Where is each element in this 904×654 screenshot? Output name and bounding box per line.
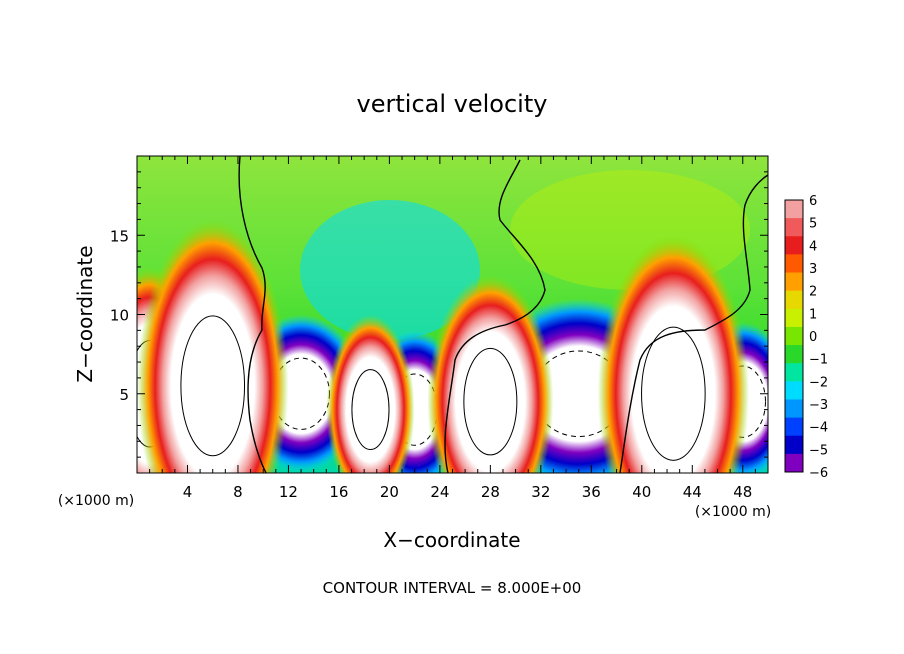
y-tick-label: 5 (119, 386, 129, 404)
updraft-cell (597, 235, 750, 473)
colorbar-swatch (785, 272, 803, 292)
colorbar-swatch (785, 290, 803, 310)
contour-interval-note: CONTOUR INTERVAL = 8.000E+00 (323, 579, 582, 597)
x-axis-label: X−coordinate (383, 528, 520, 552)
colorbar-frame (784, 199, 804, 473)
upper-blue-plume (300, 200, 480, 340)
colorbar-swatch (785, 308, 803, 328)
x-units-left: (×1000 m) (58, 493, 134, 509)
zero-contour-line (238, 156, 267, 473)
x-tick-label: 24 (430, 483, 449, 501)
colorbar-tick-label: 1 (809, 307, 817, 322)
updraft-cell (326, 314, 415, 473)
x-tick-label: 32 (531, 483, 550, 501)
colorbar-tick-label: −1 (809, 353, 828, 368)
colorbar-tick-label: 2 (809, 285, 817, 300)
y-tick-label: 15 (110, 227, 129, 245)
x-tick-label: 4 (183, 483, 193, 501)
x-tick-label: 20 (380, 483, 399, 501)
colorbar-swatch (785, 399, 803, 419)
positive-contour-line (180, 315, 246, 457)
colorbar-tick-label: 3 (809, 262, 817, 277)
colorbar-tick-label: 0 (809, 330, 817, 345)
colorbar-swatch (785, 435, 803, 455)
zero-contour-line (619, 174, 768, 473)
positive-contour-line (351, 369, 390, 451)
colorbar-swatch (785, 381, 803, 400)
x-units-right: (×1000 m) (695, 504, 771, 520)
y-axis-label: Z−coordinate (73, 245, 97, 382)
colorbar-tick-label: 6 (809, 194, 817, 209)
colorbar-swatch (785, 254, 803, 274)
colorbar-swatch (785, 363, 803, 382)
colorbar-tick-label: −4 (809, 421, 828, 436)
x-axis: 4 8 12 16 20 24 28 32 36 40 44 48 (149, 156, 756, 501)
updraft-cell (137, 219, 289, 473)
x-tick-label: 12 (279, 483, 298, 501)
x-tick-label: 40 (632, 483, 651, 501)
colorbar-tick-label: 4 (809, 239, 817, 254)
colorbar-swatch (785, 236, 803, 255)
colorbar-swatch (785, 200, 803, 219)
x-tick-label: 36 (582, 483, 601, 501)
colorbar-swatch (785, 326, 803, 346)
x-tick-label: 16 (329, 483, 348, 501)
colorbar-tick-label: −5 (809, 443, 828, 458)
updraft-cell (427, 274, 554, 473)
plot-area (137, 156, 768, 473)
zero-contour-line (444, 159, 546, 473)
x-tick-label: 48 (733, 483, 752, 501)
colorbar-swatch (785, 218, 803, 237)
colorbar-tick-label: 5 (809, 217, 817, 232)
colorbar-tick-label: −2 (809, 375, 828, 390)
x-tick-label: 44 (683, 483, 702, 501)
chart-title: vertical velocity (357, 90, 548, 118)
colorbar-swatch (785, 453, 803, 473)
colorbar-swatch (785, 345, 803, 364)
x-tick-label: 8 (233, 483, 243, 501)
colorbar: 6 5 4 3 2 1 0 −1 −2 −3 −4 −5 −6 (784, 194, 828, 481)
positive-contour-line (641, 326, 706, 461)
colorbar-swatch (785, 417, 803, 437)
colorbar-tick-label: −3 (809, 398, 828, 413)
x-tick-label: 28 (481, 483, 500, 501)
positive-contour-line (463, 347, 518, 456)
colorbar-tick-label: −6 (809, 466, 828, 481)
y-tick-label: 10 (110, 307, 129, 325)
y-axis: 5 10 15 (110, 171, 768, 458)
